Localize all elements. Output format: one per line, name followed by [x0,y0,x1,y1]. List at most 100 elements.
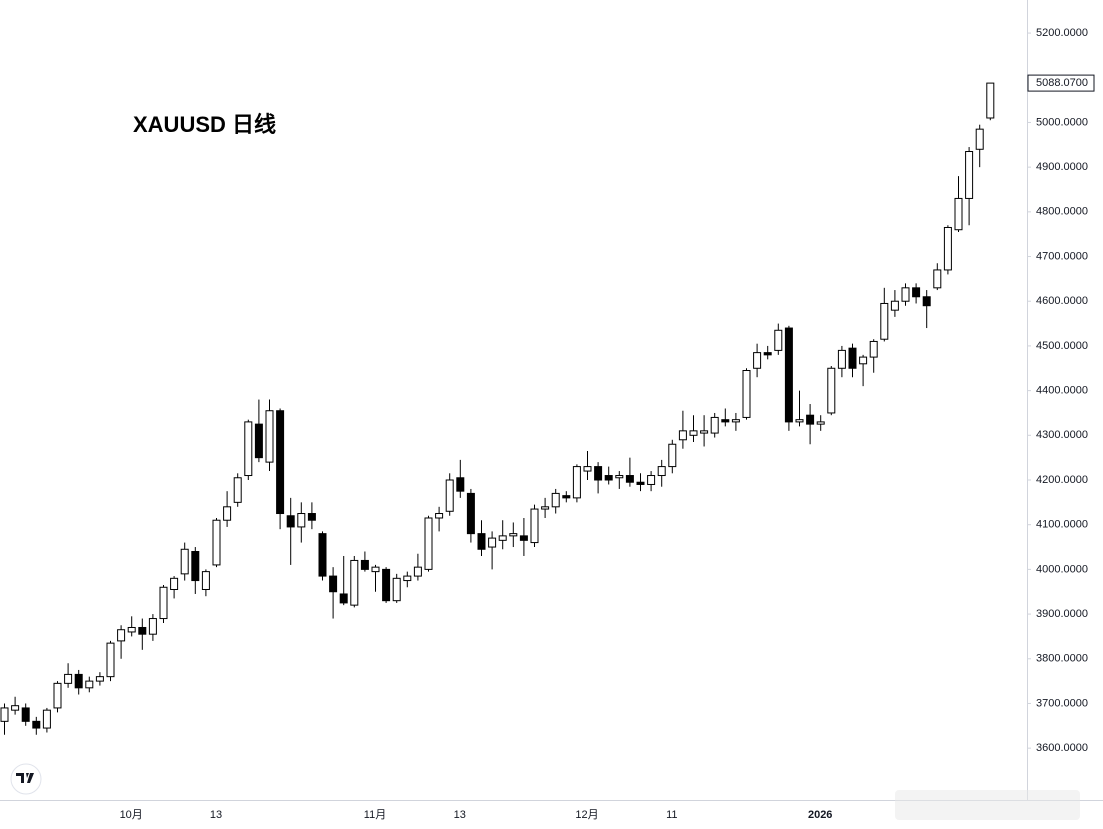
candle-body [170,577,179,590]
candle-body [456,477,465,492]
candle-body [806,414,815,425]
y-tick-label: 4000.0000 [1036,563,1088,575]
candle-body [625,475,634,483]
candle-body [276,410,285,515]
y-tick-label: 3600.0000 [1036,742,1088,754]
y-tick-label: 4600.0000 [1036,295,1088,307]
candle-body [965,151,974,199]
watermark [895,790,1080,820]
candle-body [106,642,115,678]
candle-body [488,537,497,548]
y-tick-label: 3700.0000 [1036,697,1088,709]
candle-body [604,475,613,481]
candle-body [594,466,603,481]
x-tick-label: 11月 [364,809,386,821]
y-tick-label: 4700.0000 [1036,250,1088,262]
candle-body [307,513,316,521]
candle-body [890,300,899,311]
candle-body [859,356,868,365]
candle-body [583,466,592,472]
candle-body [615,475,624,479]
last-price-box [1027,74,1095,92]
candle-body [159,586,168,620]
candle-body [297,513,306,528]
candle-body [148,618,157,635]
candle-body [64,673,73,684]
candle-body [191,551,200,582]
candle-body [477,533,486,550]
x-tick-label: 2026 [808,809,832,821]
y-tick-label: 5200.0000 [1036,27,1088,39]
candle-body [509,533,518,537]
chart-title: XAUUSD 日线 [133,112,276,137]
candle-body [827,367,836,414]
candle-body [774,329,783,351]
candle-body [318,533,327,577]
candle-body [392,577,401,602]
candle-body [986,82,995,119]
candle-body [413,566,422,577]
candle-body [880,302,889,340]
candle-body [795,419,804,423]
candle-body [212,519,221,566]
candle-body [435,513,444,519]
candle-body [742,370,751,418]
candle-body [498,535,507,541]
candle-body [11,705,20,711]
candle-body [233,477,242,503]
candle-body [117,629,126,642]
candle-body [678,430,687,441]
candle-body [201,571,210,590]
candle-body [562,495,571,499]
candle-body [382,568,391,602]
candle-body [753,352,762,369]
candle-body [710,416,719,434]
candle-body [403,575,412,582]
x-tick-label: 13 [210,809,222,821]
candle-body [837,349,846,369]
candle-body [901,287,910,302]
y-tick-label: 3900.0000 [1036,608,1088,620]
candle-body [339,593,348,604]
logo [10,763,42,795]
y-tick-label: 3800.0000 [1036,653,1088,665]
candle-body [975,128,984,150]
candle-body [541,506,550,510]
y-tick-label: 4100.0000 [1036,519,1088,531]
candle-body [731,419,740,423]
x-tick-label: 11 [666,809,677,821]
candle-body [700,430,709,434]
candle-body [869,340,878,358]
candle-body [74,673,83,689]
y-tick-label: 4400.0000 [1036,385,1088,397]
candle-body [85,680,94,689]
candle-body [286,515,295,528]
candle-body [647,475,656,485]
last-price-label: 5088.0700 [1036,77,1088,89]
y-tick-label: 4800.0000 [1036,206,1088,218]
candle-body [689,430,698,436]
y-tick-label: 4200.0000 [1036,474,1088,486]
candle-body [784,327,793,423]
candle-body [42,709,51,729]
candle-body [329,575,338,593]
x-tick-label: 13 [454,809,466,821]
candle-body [244,421,253,477]
candle-body [657,466,666,477]
candle-body [519,535,528,541]
candle-body [21,707,30,722]
candle-body [912,287,921,298]
candle-body [138,626,147,635]
candle-body [53,682,62,709]
candle-body [848,347,857,369]
candle-body [360,559,369,570]
y-tick-label: 4500.0000 [1036,340,1088,352]
candle-body [551,492,560,508]
candle-body [265,410,274,463]
candle-body [223,506,232,521]
candle-body [254,423,263,459]
candle-body [572,466,581,499]
candle-body [0,707,9,722]
candle-body [466,492,475,535]
